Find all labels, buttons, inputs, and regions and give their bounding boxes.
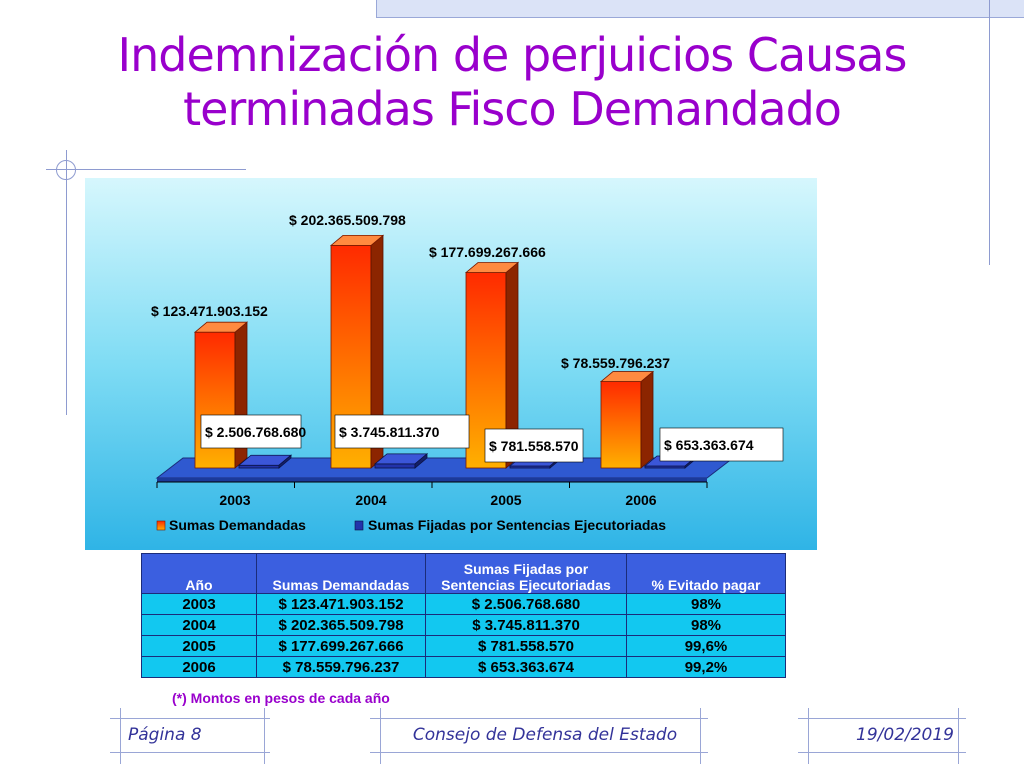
bar-demandadas-top <box>464 262 520 273</box>
footer-line <box>264 708 265 764</box>
footer-line <box>110 752 270 753</box>
data-label-box <box>659 427 784 462</box>
table-row: 2006 $ 78.559.796.237 $ 653.363.674 99,2… <box>141 656 786 678</box>
cell-fixed: $ 781.558.570 <box>425 635 627 657</box>
header-fixed: Sumas Fijadas por Sentencias Ejecutoriad… <box>425 553 627 594</box>
top-decor-bar <box>376 0 1024 18</box>
data-label-demandadas: $ 78.559.796.237 <box>561 355 670 371</box>
header-demanded: Sumas Demandadas <box>256 553 426 594</box>
decor-circle <box>56 160 76 180</box>
slide-title: Indemnización de perjuicios Causas termi… <box>117 28 908 136</box>
bar-demandadas-top <box>329 234 385 246</box>
cell-fixed: $ 653.363.674 <box>425 656 627 678</box>
footer-line <box>370 752 708 753</box>
footer-date: 19/02/2019 <box>856 725 954 745</box>
cell-avoided: 98% <box>626 614 786 636</box>
legend-swatch-demandadas <box>156 520 166 531</box>
bar-fijadas-side <box>414 453 428 469</box>
cell-avoided: 98% <box>626 593 786 615</box>
data-label-fijadas: $ 3.745.811.370 <box>339 424 440 440</box>
bar-demandadas-top <box>599 371 655 382</box>
footer-line <box>380 708 381 764</box>
data-label-box <box>484 428 584 463</box>
cell-demanded: $ 177.699.267.666 <box>256 635 426 657</box>
table-row: 2004 $ 202.365.509.798 $ 3.745.811.370 9… <box>141 614 786 636</box>
footer-page-number: Página 8 <box>128 725 202 745</box>
chart-canvas: 2003 2004 2005 2006 $ 123.471.903.152 $ 202.3… <box>151 212 784 533</box>
bar-demandadas-side <box>640 370 654 469</box>
bar-fijadas <box>374 463 416 469</box>
cell-year: 2003 <box>141 593 257 615</box>
data-label-demandadas: $ 177.699.267.666 <box>429 244 546 260</box>
summary-table: Año Sumas Demandadas Sumas Fijadas por S… <box>141 553 786 678</box>
footer-line <box>958 708 959 764</box>
data-label-fijadas: $ 781.558.570 <box>489 438 579 454</box>
cell-fixed: $ 2.506.768.680 <box>425 593 627 615</box>
decor-line-horizontal <box>46 169 246 170</box>
header-fixed-line2: Sentencias Ejecutoriadas <box>441 577 611 593</box>
data-label-demandadas: $ 202.365.509.798 <box>289 212 406 228</box>
data-label-fijadas: $ 653.363.674 <box>664 437 754 453</box>
header-year: Año <box>141 553 257 594</box>
decor-line-right <box>989 0 990 265</box>
cell-demanded: $ 202.365.509.798 <box>256 614 426 636</box>
x-tick-label: 2005 <box>490 492 521 508</box>
header-avoided: % Evitado pagar <box>626 553 786 594</box>
bar-demandadas <box>600 381 642 469</box>
footer-line <box>110 718 270 719</box>
data-label-box <box>200 414 302 449</box>
data-label-box <box>334 414 470 449</box>
cell-demanded: $ 78.559.796.237 <box>256 656 426 678</box>
footer-line <box>808 708 809 764</box>
cell-avoided: 99,2% <box>626 656 786 678</box>
data-label-fijadas: $ 2.506.768.680 <box>205 424 306 440</box>
bar-chart: 2003 2004 2005 2006 $ 123.471.903.152 $ 202.3… <box>85 178 817 550</box>
footer-line <box>798 718 966 719</box>
footer-line <box>370 718 708 719</box>
cell-demanded: $ 123.471.903.152 <box>256 593 426 615</box>
table-header-row: Año Sumas Demandadas Sumas Fijadas por S… <box>141 553 786 594</box>
cell-avoided: 99,6% <box>626 635 786 657</box>
table-row: 2005 $ 177.699.267.666 $ 781.558.570 99,… <box>141 635 786 657</box>
legend-label-demandadas: Sumas Demandadas <box>169 517 306 533</box>
footer-line <box>798 752 966 753</box>
x-tick-label: 2003 <box>219 492 250 508</box>
footer-organization: Consejo de Defensa del Estado <box>412 725 678 745</box>
bar-fijadas-side <box>278 454 292 469</box>
x-tick-label: 2004 <box>355 492 386 508</box>
x-tick-label: 2006 <box>625 492 656 508</box>
footer-line <box>120 708 121 764</box>
bar-demandadas-top <box>193 321 249 333</box>
cell-fixed: $ 3.745.811.370 <box>425 614 627 636</box>
decor-line-left <box>66 150 67 415</box>
header-fixed-line1: Sumas Fijadas por <box>463 561 589 577</box>
legend-swatch-fijadas <box>354 520 364 531</box>
bar-fijadas <box>238 464 280 469</box>
table-row: 2003 $ 123.471.903.152 $ 2.506.768.680 9… <box>141 593 786 615</box>
cell-year: 2004 <box>141 614 257 636</box>
cell-year: 2006 <box>141 656 257 678</box>
chart-floor-edge <box>157 478 707 482</box>
footer-line <box>700 708 701 764</box>
cell-year: 2005 <box>141 635 257 657</box>
legend-label-fijadas: Sumas Fijadas por Sentencias Ejecutoriad… <box>368 517 666 533</box>
data-label-demandadas: $ 123.471.903.152 <box>151 303 268 319</box>
amounts-note: (*) Montos en pesos de cada año <box>172 690 390 706</box>
